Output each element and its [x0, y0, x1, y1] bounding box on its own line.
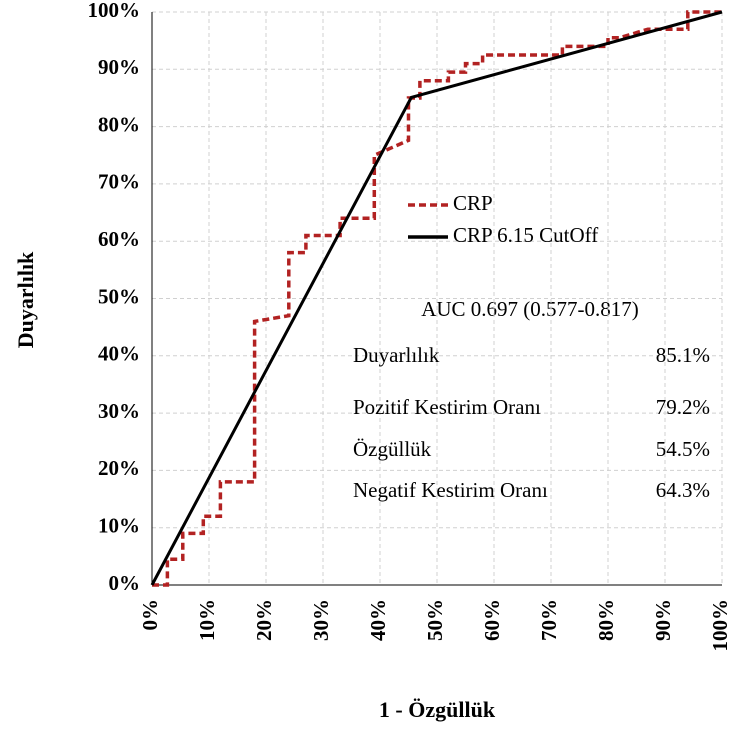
stat-value: 54.5% [656, 437, 710, 461]
y-axis-label: Duyarlılık [13, 251, 38, 348]
auc-annotation: AUC 0.697 (0.577-0.817) [421, 297, 639, 321]
stat-label: Özgüllük [353, 437, 432, 461]
y-tick-label: 30% [98, 399, 140, 423]
y-tick-label: 10% [98, 514, 140, 538]
stat-value: 64.3% [656, 478, 710, 502]
x-tick-label: 0% [138, 599, 162, 631]
x-tick-label: 90% [651, 599, 675, 641]
x-tick-label: 30% [309, 599, 333, 641]
stat-label: Negatif Kestirim Oranı [353, 478, 548, 502]
y-tick-label: 90% [98, 55, 140, 79]
y-tick-label: 60% [98, 227, 140, 251]
x-axis-label: 1 - Özgüllük [379, 697, 496, 722]
x-tick-label: 60% [480, 599, 504, 641]
stat-value: 85.1% [656, 343, 710, 367]
y-tick-label: 100% [88, 0, 141, 22]
y-tick-label: 80% [98, 112, 140, 136]
x-tick-label: 50% [423, 599, 447, 641]
stat-value: 79.2% [656, 395, 710, 419]
y-tick-label: 50% [98, 284, 140, 308]
y-tick-label: 0% [109, 571, 141, 595]
stat-label: Pozitif Kestirim Oranı [353, 395, 541, 419]
x-tick-label: 40% [366, 599, 390, 641]
x-tick-label: 80% [594, 599, 618, 641]
stat-label: Duyarlılık [353, 343, 440, 367]
y-tick-label: 20% [98, 456, 140, 480]
x-tick-label: 100% [708, 599, 732, 652]
y-tick-label: 40% [98, 342, 140, 366]
y-tick-label: 70% [98, 170, 140, 194]
legend-label: CRP 6.15 CutOff [453, 223, 598, 247]
x-tick-label: 70% [537, 599, 561, 641]
x-tick-label: 10% [195, 599, 219, 641]
roc-line [150, 10, 723, 586]
legend-label: CRP [453, 191, 493, 215]
x-tick-label: 20% [252, 599, 276, 641]
